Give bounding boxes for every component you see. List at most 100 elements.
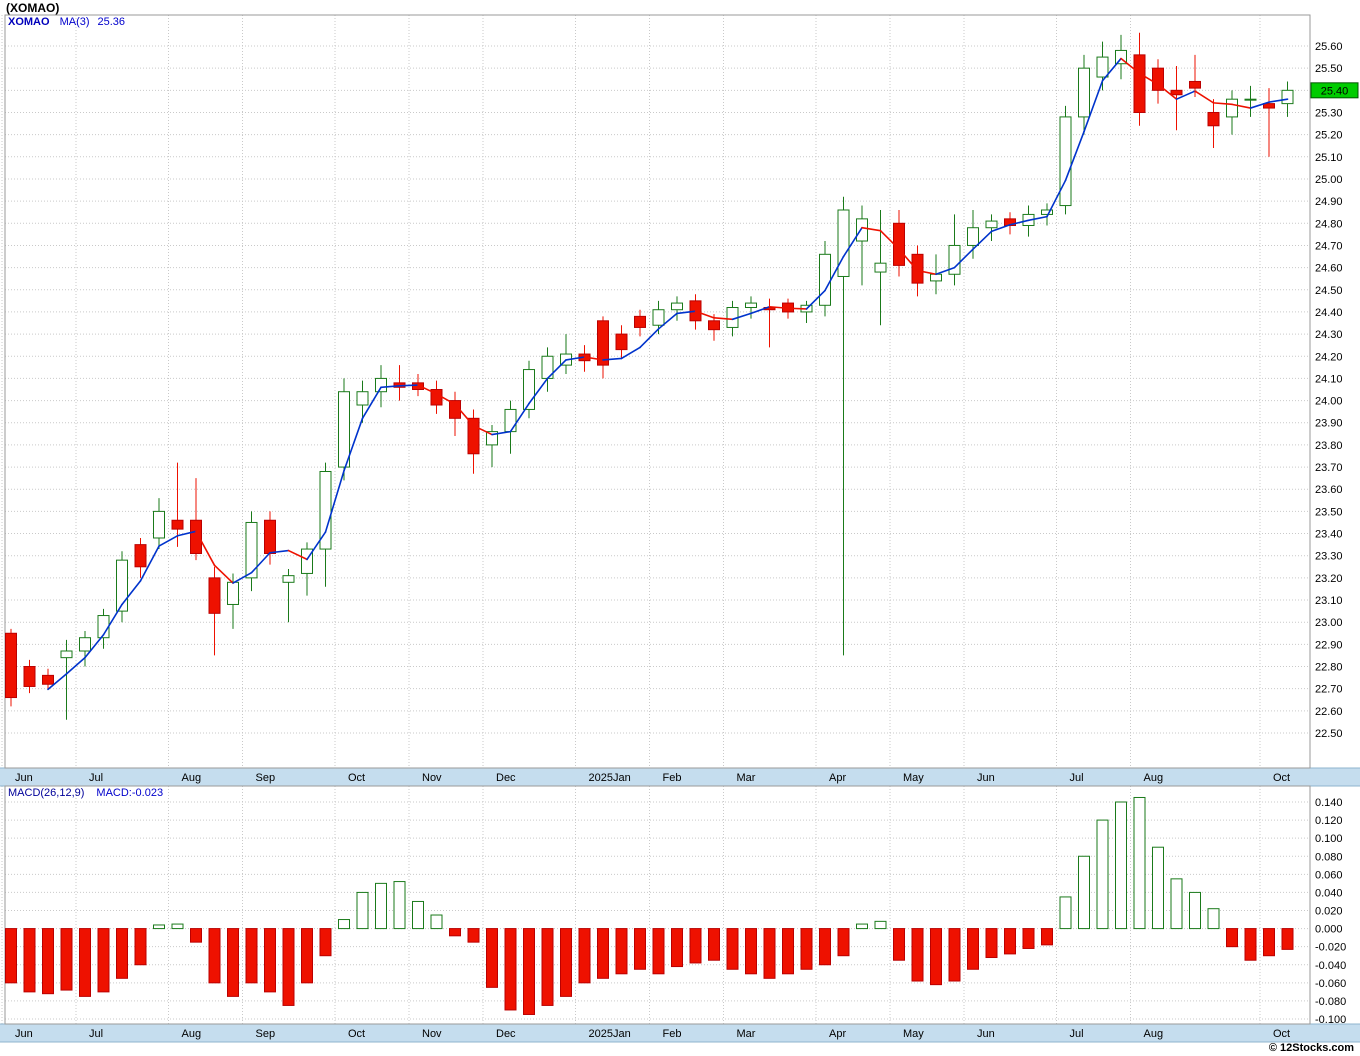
candle-down	[171, 519, 184, 530]
macd-bar-positive	[375, 882, 387, 930]
candle-down	[42, 674, 54, 685]
macd-bar-negative	[282, 928, 295, 1006]
svg-text:-0.080: -0.080	[1315, 996, 1346, 1008]
svg-text:25.40: 25.40	[1321, 85, 1349, 97]
candle-up	[60, 650, 73, 659]
candle-down	[1152, 67, 1164, 91]
symbol-label: XOMAO	[8, 16, 50, 28]
macd-bar-negative	[245, 928, 258, 984]
svg-text:24.70: 24.70	[1315, 240, 1343, 252]
macd-bar-positive	[412, 900, 424, 930]
candle-up	[1096, 56, 1109, 78]
macd-bar-negative	[1281, 928, 1294, 950]
macd-bar-negative	[1244, 928, 1257, 961]
svg-text:25.10: 25.10	[1315, 152, 1343, 164]
macd-bar-negative	[449, 928, 461, 937]
svg-text:0.020: 0.020	[1315, 906, 1343, 918]
svg-text:Sep: Sep	[256, 772, 276, 784]
svg-text:23.70: 23.70	[1315, 462, 1343, 474]
macd-bar-positive	[1078, 855, 1090, 930]
macd-bar-negative	[1004, 928, 1016, 955]
candle-up	[671, 302, 683, 311]
svg-text:Oct: Oct	[348, 1028, 365, 1040]
macd-bar-negative	[1041, 928, 1053, 946]
macd-bar-negative	[763, 928, 776, 979]
svg-text:24.30: 24.30	[1315, 329, 1343, 341]
axis-labels: 22.50 22.60 22.70 22.80 22.90 23.00 23.10 23.20…	[1315, 41, 1346, 1026]
macd-bar-negative	[319, 928, 332, 957]
svg-text:-0.020: -0.020	[1315, 942, 1346, 954]
candle-up	[79, 637, 91, 652]
candle-up	[523, 369, 535, 410]
svg-text:24.20: 24.20	[1315, 351, 1343, 363]
candle-down	[208, 577, 221, 614]
macd-bar-negative	[1022, 928, 1035, 949]
svg-text:Mar: Mar	[737, 772, 756, 784]
svg-text:Apr: Apr	[829, 772, 846, 784]
macd-bar-negative	[208, 928, 221, 984]
candle-up	[652, 309, 665, 326]
macd-bar-positive	[1189, 891, 1201, 930]
candle-up	[116, 559, 128, 612]
svg-text:24.00: 24.00	[1315, 396, 1343, 408]
macd-bar-negative	[504, 928, 517, 1011]
candle-up	[745, 302, 757, 309]
svg-text:22.60: 22.60	[1315, 706, 1343, 718]
last-price-badge: 25.40	[1310, 82, 1359, 99]
candle-up	[1115, 49, 1127, 65]
candle-down	[597, 320, 609, 366]
price-legend: XOMAO MA(3) 25.36	[8, 16, 125, 28]
candle-up	[153, 510, 165, 539]
macd-bar-negative	[689, 928, 702, 964]
candle-up	[948, 244, 961, 275]
macd-value: MACD:-0.023	[96, 787, 164, 799]
candle-up	[819, 253, 831, 306]
svg-text:-0.060: -0.060	[1315, 978, 1346, 990]
macd-bar-negative	[800, 928, 813, 970]
svg-text:Jul: Jul	[89, 772, 103, 784]
svg-text:Oct: Oct	[1273, 1028, 1290, 1040]
macd-bar-positive	[1207, 908, 1220, 930]
macd-bar-positive	[356, 891, 369, 930]
candle-up	[338, 391, 350, 468]
svg-text:25.00: 25.00	[1315, 174, 1343, 186]
svg-text:May: May	[903, 1028, 924, 1040]
macd-bar-negative	[1226, 928, 1238, 948]
svg-text:-0.100: -0.100	[1315, 1014, 1346, 1026]
svg-text:Aug: Aug	[1144, 1028, 1164, 1040]
svg-text:Jun: Jun	[977, 1028, 995, 1040]
svg-text:Jun: Jun	[977, 772, 995, 784]
macd-bar-positive	[874, 920, 887, 930]
candle-up	[375, 377, 387, 393]
grid-lines	[1, 15, 1310, 1024]
svg-text:Jun: Jun	[15, 1028, 33, 1040]
svg-text:Mar: Mar	[737, 1028, 756, 1040]
svg-text:24.60: 24.60	[1315, 263, 1343, 275]
macd-bar-negative	[671, 928, 683, 968]
candle-down	[911, 253, 924, 284]
macd-bar-negative	[5, 928, 17, 984]
macd-bar-negative	[523, 928, 535, 1015]
svg-text:Oct: Oct	[348, 772, 365, 784]
macd-bar-negative	[190, 928, 202, 943]
ma-line	[47, 57, 1289, 691]
candle-up	[856, 218, 868, 242]
svg-text:23.40: 23.40	[1315, 529, 1343, 541]
candle-up	[1059, 116, 1072, 207]
macd-bar-negative	[837, 928, 850, 957]
candle-up	[967, 227, 979, 246]
macd-bar-positive	[1170, 878, 1183, 930]
svg-text:0.140: 0.140	[1315, 797, 1343, 809]
macd-histogram	[5, 796, 1294, 1015]
svg-text:25.30: 25.30	[1315, 107, 1343, 119]
svg-text:Apr: Apr	[829, 1028, 846, 1040]
candle-up	[282, 575, 295, 583]
svg-text:22.80: 22.80	[1315, 662, 1343, 674]
macd-bar-positive	[153, 924, 165, 930]
candle-up	[504, 408, 517, 433]
svg-text:Aug: Aug	[1144, 772, 1164, 784]
macd-bar-negative	[615, 928, 628, 975]
macd-bar-negative	[634, 928, 646, 970]
svg-text:22.50: 22.50	[1315, 728, 1343, 740]
